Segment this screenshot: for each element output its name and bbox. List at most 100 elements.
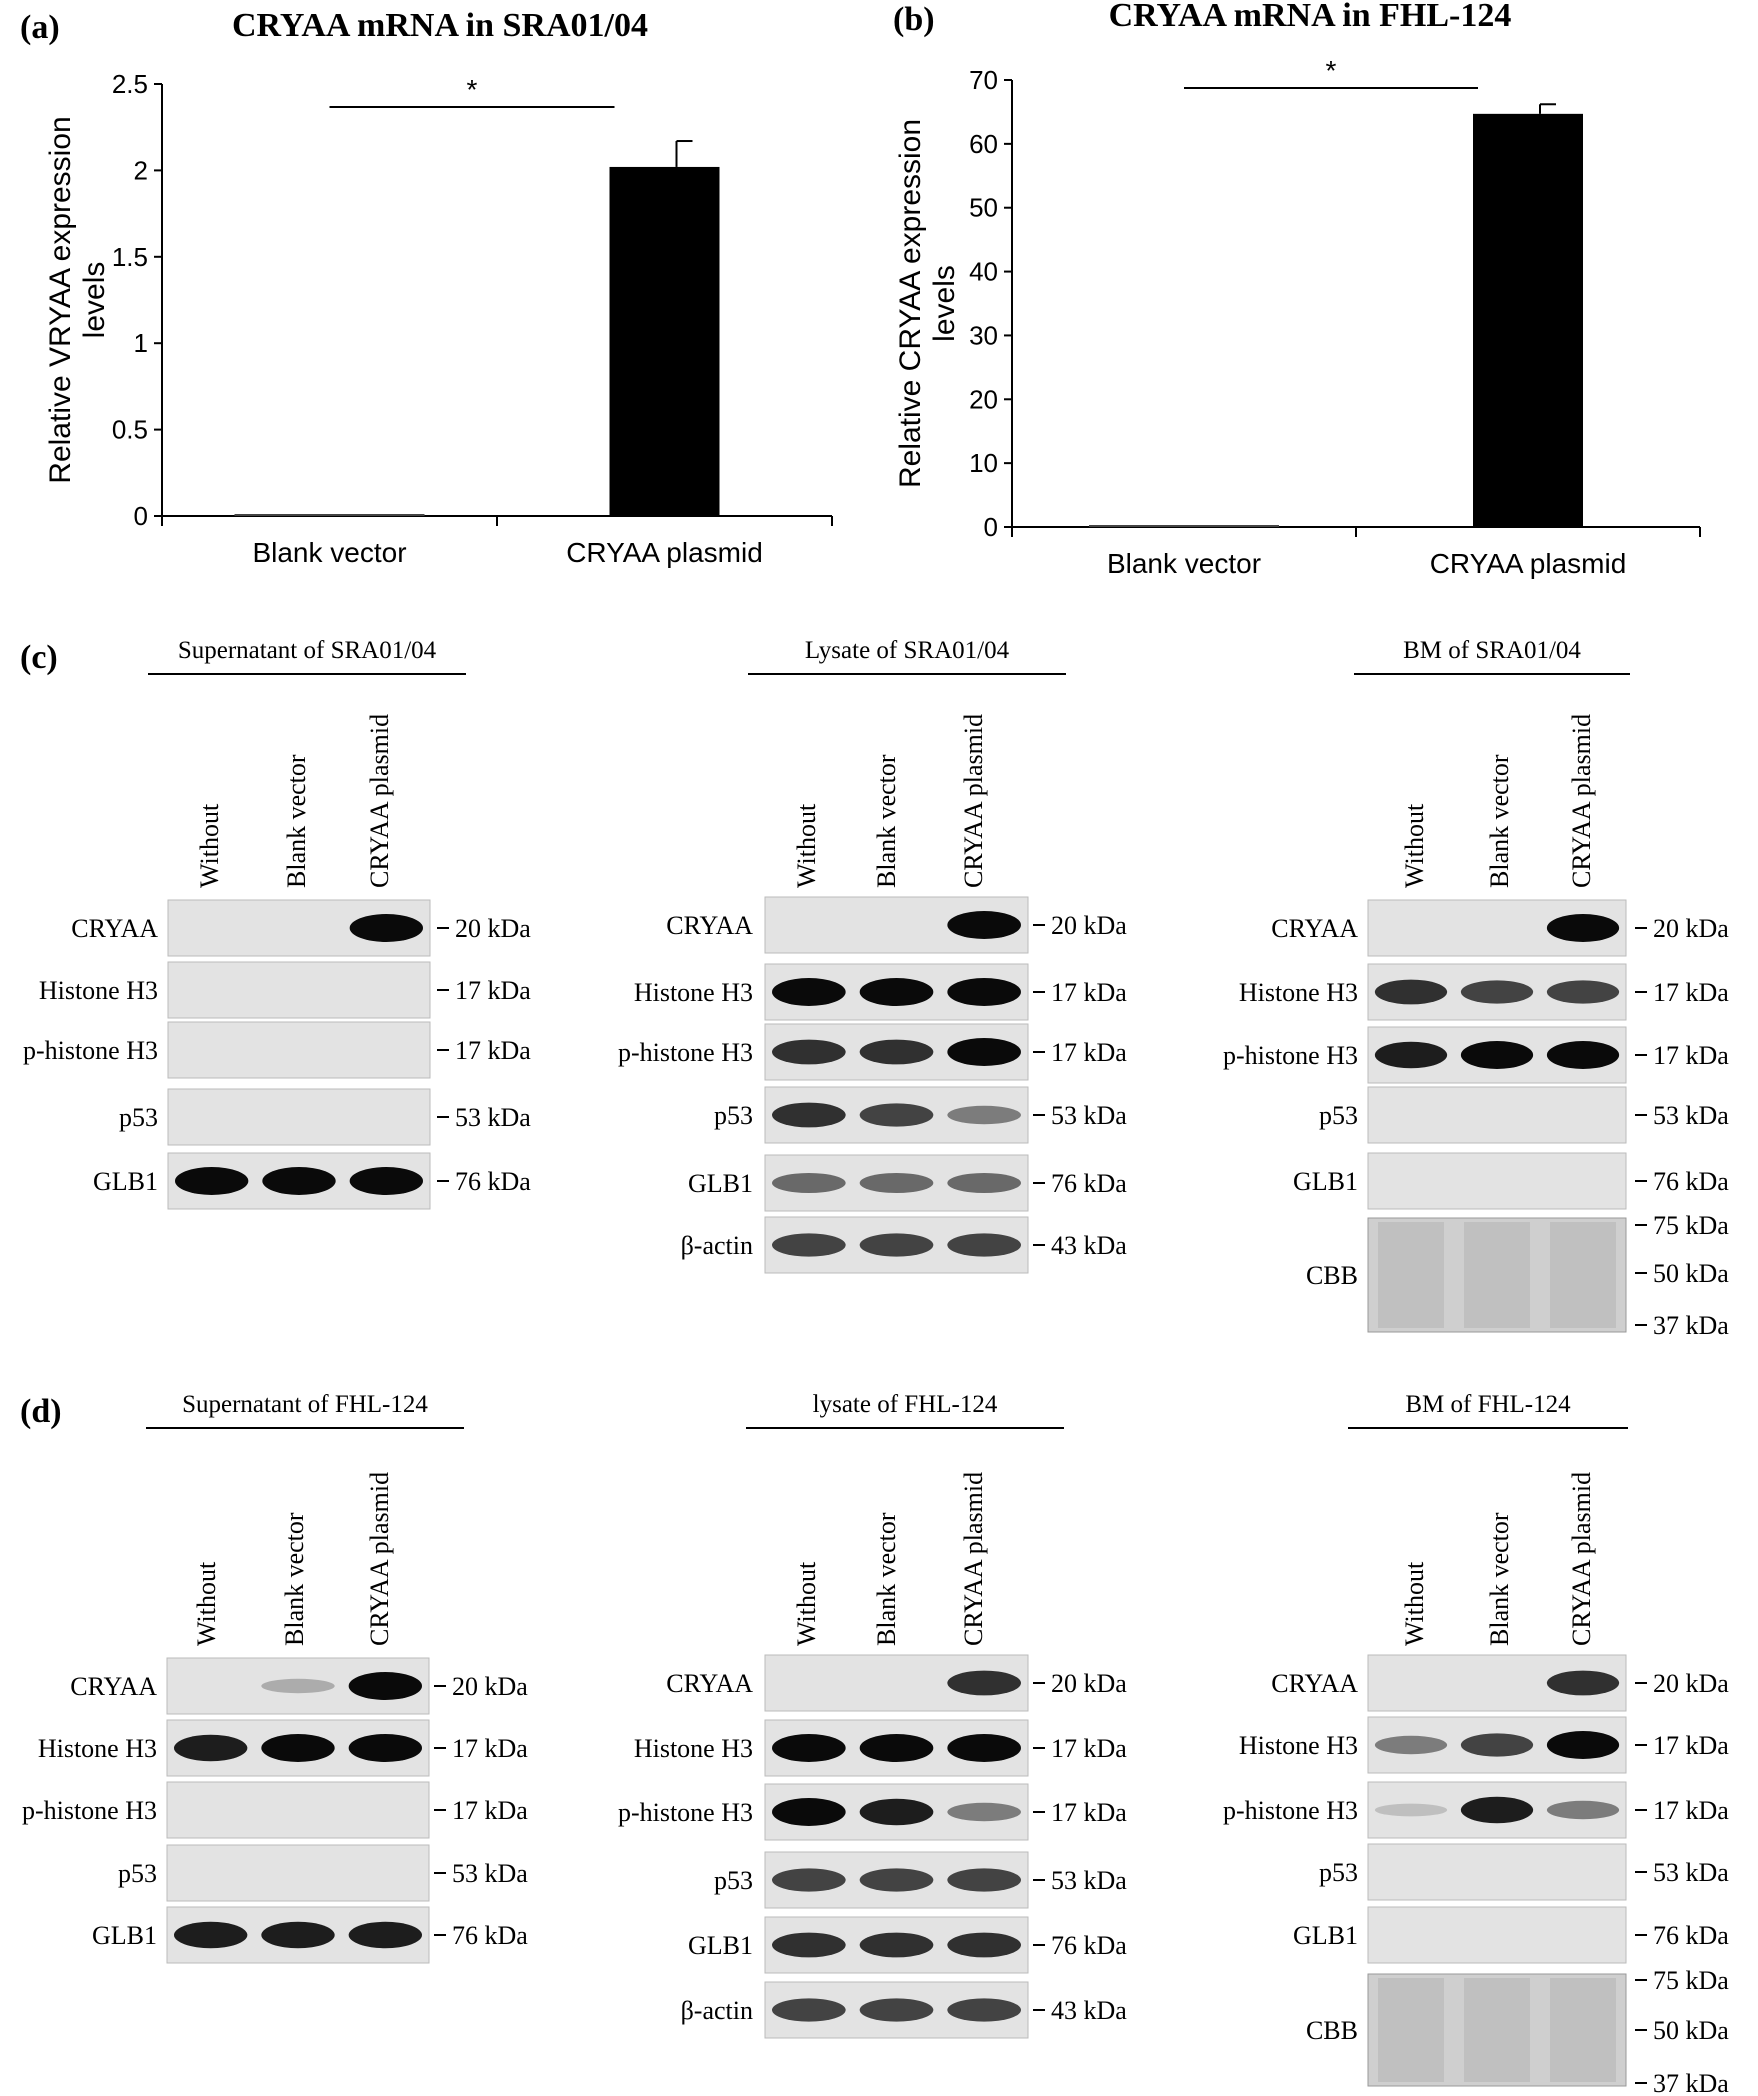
protein-label: Histone H3: [634, 978, 753, 1007]
protein-label: Histone H3: [634, 1734, 753, 1763]
y-tick-label: 0: [984, 512, 998, 542]
blot-band: [1460, 1733, 1534, 1757]
panel-a-label: (a): [20, 9, 60, 46]
marker-label: 50 kDa: [1653, 2016, 1729, 2045]
chart-b: 0 10 20 30 40 50 60 70 Blank vector CRYAA plasmid…: [894, 55, 1701, 579]
kda-label: 76 kDa: [452, 1921, 528, 1950]
kda-label: 17 kDa: [455, 976, 531, 1005]
blot-band: [947, 1802, 1021, 1822]
panel-c-label: (c): [20, 639, 58, 676]
protein-label: GLB1: [1293, 1921, 1358, 1950]
y-tick-label: 0.5: [112, 415, 148, 445]
protein-label: p-histone H3: [23, 1036, 158, 1065]
kda-label: 76 kDa: [1051, 1169, 1127, 1198]
blot-band: [859, 1233, 934, 1257]
lane-label: Blank vector: [872, 1512, 901, 1646]
blot-panel-c3: BM of SRA01/04 Without Blank vector CRYAA p…: [1223, 637, 1729, 1340]
marker-label: 37 kDa: [1653, 1311, 1729, 1340]
protein-label: p53: [118, 1859, 157, 1888]
blot-band: [1374, 1735, 1448, 1755]
cbb-lane: [1378, 1978, 1444, 2082]
blot-band: [859, 1868, 934, 1892]
kda-label: 53 kDa: [1051, 1101, 1127, 1130]
kda-label: 53 kDa: [455, 1103, 531, 1132]
kda-label: 20 kDa: [455, 914, 531, 943]
kda-label: 20 kDa: [1653, 1669, 1729, 1698]
y-tick-label: 40: [969, 257, 998, 287]
blot-band: [772, 1932, 846, 1958]
protein-label: GLB1: [688, 1931, 753, 1960]
blot-band: [1460, 1041, 1534, 1069]
lane-label: Without: [1400, 803, 1429, 888]
lane-label: Without: [1400, 1561, 1429, 1646]
blot-band: [1460, 980, 1534, 1004]
blot-panel-c1: Supernatant of SRA01/04 Without Blank vect…: [23, 637, 531, 1210]
kda-label: 76 kDa: [1051, 1931, 1127, 1960]
blot-band: [772, 1734, 846, 1762]
bar-charts: (a) CRYAA mRNA in SRA01/04 0 0.5 1 1.5 2 2.5 B…: [20, 0, 1701, 579]
blot-strip: [166, 1781, 430, 1839]
marker-label: 75 kDa: [1653, 1211, 1729, 1240]
protein-label: Histone H3: [1239, 978, 1358, 1007]
panel-d-label: (d): [20, 1393, 62, 1430]
blot-band: [772, 1798, 846, 1826]
blot-band: [348, 1921, 423, 1949]
blot-strip: [167, 1021, 431, 1079]
blot-band: [947, 1670, 1021, 1696]
kda-label: 17 kDa: [1653, 1796, 1729, 1825]
blot-layer: Supernatant of SRA01/04 Without Blank vect…: [22, 637, 1729, 2096]
y-axis-label-2: levels: [928, 265, 961, 342]
lane-label: CRYAA plasmid: [959, 714, 988, 888]
blot-band: [174, 1167, 249, 1195]
bar: [1473, 113, 1583, 527]
blot-panel-c2: Lysate of SRA01/04 Without Blank vector CRY…: [618, 637, 1127, 1274]
protein-label: Histone H3: [39, 976, 158, 1005]
kda-label: 20 kDa: [1653, 914, 1729, 943]
lane-label: Without: [192, 1561, 221, 1646]
blot-band: [261, 1734, 335, 1762]
lane-label: CRYAA plasmid: [365, 714, 394, 888]
blot-band: [772, 1233, 846, 1257]
blot-band: [947, 1233, 1021, 1257]
blot-band: [859, 1932, 934, 1958]
blot-band: [349, 1167, 424, 1195]
kda-label: 17 kDa: [452, 1796, 528, 1825]
kda-label: 17 kDa: [1653, 1041, 1729, 1070]
significance-star: *: [1326, 55, 1337, 86]
category-label: Blank vector: [252, 537, 406, 568]
blot-band: [859, 1103, 934, 1127]
protein-label: CRYAA: [666, 911, 753, 940]
protein-label: p53: [714, 1101, 753, 1130]
protein-label: p-histone H3: [1223, 1796, 1358, 1825]
marker-label: 37 kDa: [1653, 2069, 1729, 2096]
blot-band: [348, 1672, 423, 1700]
chart-b-title: CRYAA mRNA in FHL-124: [1109, 0, 1512, 34]
lane-label: Without: [792, 1561, 821, 1646]
cbb-lane: [1550, 1222, 1616, 1328]
blot-band: [947, 1932, 1021, 1958]
blot-band: [859, 1798, 934, 1826]
protein-label: β-actin: [681, 1996, 753, 2025]
protein-label: GLB1: [688, 1169, 753, 1198]
lane-label: Blank vector: [280, 1512, 309, 1646]
category-label: CRYAA plasmid: [566, 537, 763, 568]
y-tick-label: 10: [969, 448, 998, 478]
blot-band: [262, 1167, 336, 1195]
kda-label: 53 kDa: [1653, 1101, 1729, 1130]
protein-label: CRYAA: [1271, 1669, 1358, 1698]
y-tick-label: 50: [969, 193, 998, 223]
category-label: Blank vector: [1107, 548, 1261, 579]
kda-label: 17 kDa: [452, 1734, 528, 1763]
blot-band: [947, 1868, 1021, 1892]
y-axis-label-2: levels: [78, 262, 111, 339]
blot-band: [947, 978, 1021, 1006]
blot-title: lysate of FHL-124: [813, 1391, 998, 1418]
blot-band: [1546, 1041, 1620, 1069]
protein-label: p-histone H3: [1223, 1041, 1358, 1070]
protein-label: CRYAA: [71, 914, 158, 943]
blot-band: [859, 1998, 934, 2022]
y-axis-label: Relative CRYAA expression: [894, 119, 927, 488]
blot-band: [859, 978, 934, 1006]
marker-label: 50 kDa: [1653, 1259, 1729, 1288]
